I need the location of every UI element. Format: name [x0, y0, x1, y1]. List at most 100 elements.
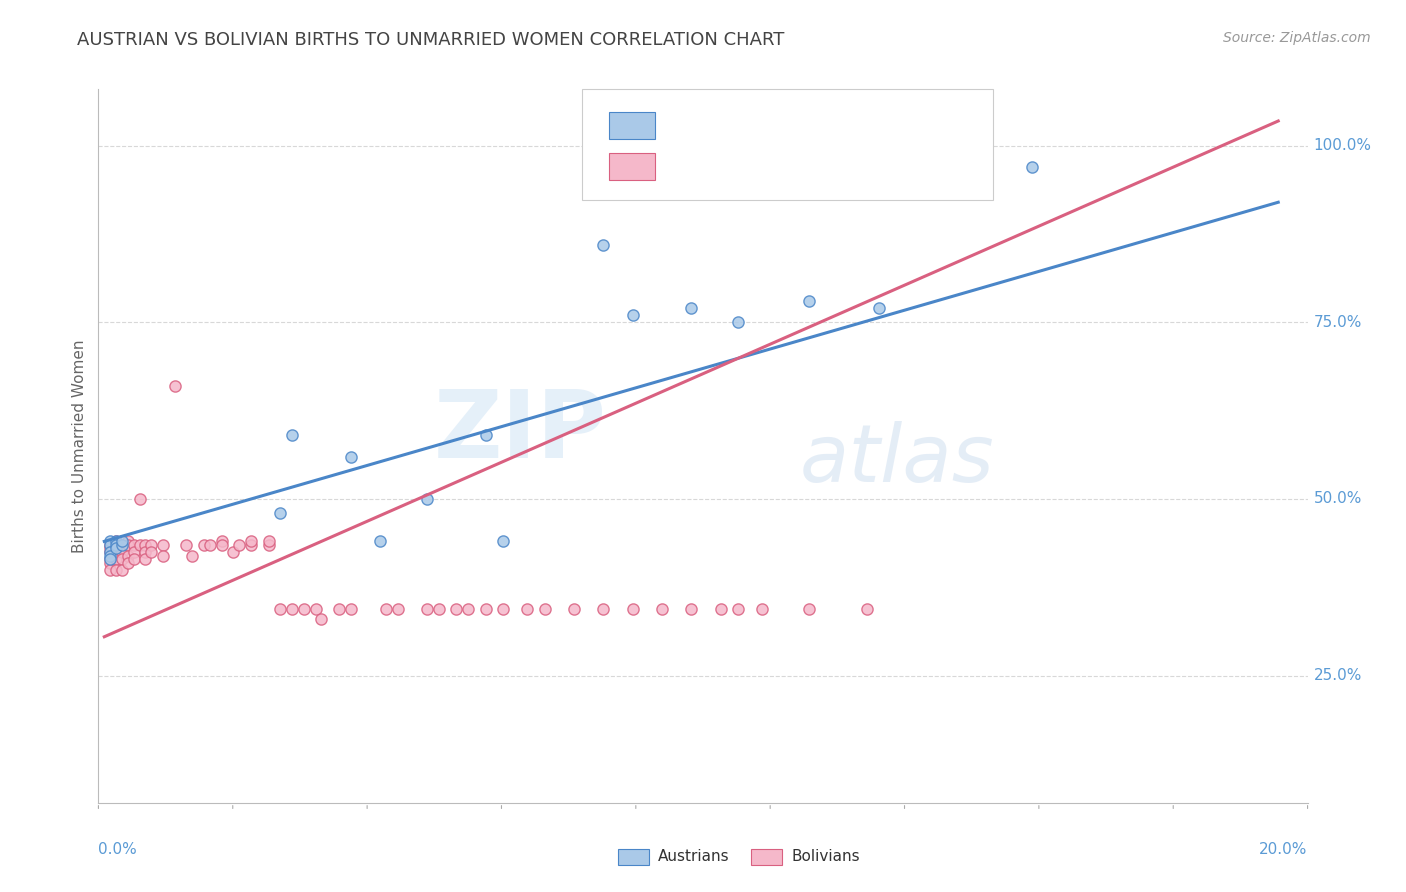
FancyBboxPatch shape: [751, 849, 782, 865]
Point: [141, 545, 163, 559]
Point: [269, 601, 291, 615]
Point: [340, 601, 363, 615]
Point: [592, 601, 614, 615]
Text: Bolivians: Bolivians: [792, 849, 860, 863]
Point: [211, 534, 233, 549]
Point: [111, 534, 134, 549]
Point: [368, 534, 391, 549]
Text: 100.0%: 100.0%: [1313, 138, 1372, 153]
Point: [98, 556, 121, 570]
Point: [111, 545, 134, 559]
Point: [727, 601, 749, 615]
Point: [98, 534, 121, 549]
Text: AUSTRIAN VS BOLIVIAN BIRTHS TO UNMARRIED WOMEN CORRELATION CHART: AUSTRIAN VS BOLIVIAN BIRTHS TO UNMARRIED…: [77, 31, 785, 49]
Point: [105, 541, 128, 556]
Text: Austrians: Austrians: [658, 849, 730, 863]
Text: ZIP: ZIP: [433, 385, 606, 478]
Point: [475, 601, 498, 615]
Point: [416, 491, 439, 506]
Point: [105, 552, 128, 566]
Text: 20.0%: 20.0%: [1260, 842, 1308, 857]
Point: [117, 538, 139, 552]
Point: [797, 294, 820, 309]
Text: 50.0%: 50.0%: [1313, 491, 1362, 507]
Point: [111, 541, 134, 556]
Point: [105, 534, 128, 549]
Point: [105, 538, 128, 552]
Point: [222, 545, 245, 559]
Point: [105, 538, 128, 552]
Point: [621, 308, 644, 322]
Point: [340, 450, 363, 464]
Point: [281, 601, 304, 615]
Point: [122, 545, 145, 559]
Point: [98, 563, 121, 577]
Text: 25.0%: 25.0%: [1313, 668, 1362, 683]
Point: [292, 601, 315, 615]
Point: [152, 538, 174, 552]
Point: [375, 601, 398, 615]
Point: [98, 545, 121, 559]
Point: [211, 538, 233, 552]
Point: [621, 601, 644, 615]
Point: [98, 552, 121, 566]
Point: [152, 549, 174, 563]
Point: [98, 538, 121, 552]
Point: [111, 552, 134, 566]
Point: [269, 506, 291, 520]
Point: [592, 237, 614, 252]
Point: [457, 601, 479, 615]
Y-axis label: Births to Unmarried Women: Births to Unmarried Women: [72, 339, 87, 553]
Point: [427, 601, 450, 615]
Point: [856, 601, 879, 615]
Point: [122, 538, 145, 552]
Point: [117, 549, 139, 563]
Point: [240, 534, 263, 549]
Text: atlas: atlas: [800, 421, 994, 500]
Point: [198, 538, 221, 552]
FancyBboxPatch shape: [609, 112, 655, 139]
Point: [228, 538, 250, 552]
Point: [533, 601, 555, 615]
Point: [797, 601, 820, 615]
Point: [134, 538, 156, 552]
Point: [117, 556, 139, 570]
Point: [281, 428, 304, 442]
Text: 75.0%: 75.0%: [1313, 315, 1362, 330]
Point: [111, 538, 134, 552]
Point: [475, 428, 498, 442]
Point: [681, 601, 703, 615]
Point: [98, 549, 121, 563]
Point: [681, 301, 703, 316]
Point: [134, 545, 156, 559]
Point: [727, 315, 749, 329]
Point: [492, 601, 515, 615]
Point: [492, 534, 515, 549]
Point: [868, 301, 890, 316]
Point: [387, 601, 409, 615]
Point: [134, 552, 156, 566]
Point: [416, 601, 439, 615]
Point: [710, 601, 733, 615]
Point: [128, 538, 150, 552]
Point: [105, 534, 128, 549]
Point: [562, 601, 585, 615]
Point: [304, 601, 326, 615]
Point: [257, 538, 280, 552]
Text: Source: ZipAtlas.com: Source: ZipAtlas.com: [1223, 31, 1371, 45]
Point: [163, 379, 186, 393]
Point: [328, 601, 350, 615]
Point: [176, 538, 198, 552]
Text: R = 0.482   N = 70: R = 0.482 N = 70: [669, 156, 853, 175]
Point: [651, 601, 673, 615]
Point: [111, 563, 134, 577]
Point: [193, 538, 215, 552]
Point: [105, 563, 128, 577]
Text: R = 0.352   N = 24: R = 0.352 N = 24: [669, 115, 855, 135]
Point: [181, 549, 204, 563]
Point: [1021, 160, 1043, 174]
Text: 0.0%: 0.0%: [98, 842, 138, 857]
Point: [98, 552, 121, 566]
Point: [98, 541, 121, 556]
Point: [141, 538, 163, 552]
